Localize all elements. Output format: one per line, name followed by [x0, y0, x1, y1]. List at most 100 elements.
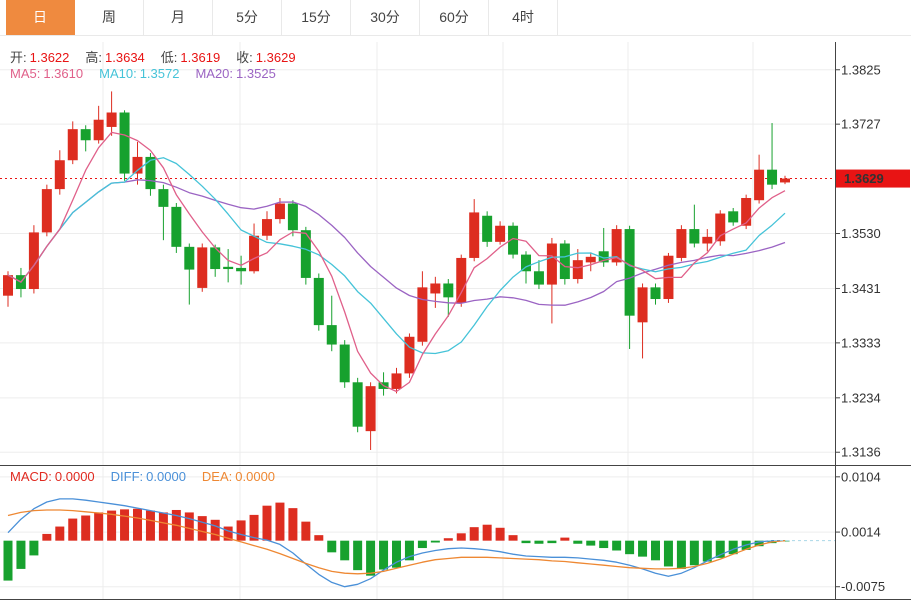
candle-body: [637, 287, 648, 323]
macd-bar: [236, 520, 246, 541]
macd-bar: [314, 535, 324, 541]
macd-bar: [521, 540, 531, 544]
candle-body: [236, 267, 247, 272]
candle-body: [533, 271, 544, 285]
legend-macd-item: MACD: 0.0000: [10, 469, 95, 484]
ohlc-legend: 开: 1.3622 高: 1.3634 低: 1.3619 收: 1.3629: [10, 47, 312, 66]
macd-bar: [702, 540, 712, 562]
macd-bar: [145, 510, 155, 541]
macd-bar: [55, 526, 65, 541]
candle-body: [585, 256, 596, 263]
legend-ma-value: 1.3610: [43, 66, 84, 81]
candle-body: [106, 112, 117, 127]
candle-body: [521, 254, 531, 272]
macd-bar: [495, 527, 505, 541]
macd-bar: [379, 540, 389, 570]
legend-macd-label: DIFF:: [110, 469, 144, 484]
candle-body: [197, 247, 208, 288]
legend-ma-label: MA20:: [195, 66, 234, 81]
legend-ma-value: 1.3572: [139, 66, 180, 81]
candle-body: [702, 236, 713, 244]
tab-30min[interactable]: 30分: [351, 0, 420, 35]
macd-bar: [197, 516, 207, 541]
legend-macd-item: DIFF: 0.0000: [111, 469, 186, 484]
legend-ohlc-label: 收:: [236, 50, 253, 65]
macd-axis-label: 0.0104: [841, 469, 881, 484]
candle-body: [754, 169, 765, 201]
price-axis-label: 1.3234: [841, 390, 881, 405]
legend-macd-value: 0.0000: [146, 469, 186, 484]
tab-60min[interactable]: 60分: [420, 0, 489, 35]
candle-body: [391, 373, 402, 389]
candle-body: [482, 215, 493, 242]
price-axis-label: 1.3727: [841, 117, 881, 132]
candle-body: [611, 229, 622, 263]
macd-bar: [288, 508, 298, 541]
candle-body: [132, 156, 143, 174]
macd-bar: [223, 526, 233, 541]
legend-ohlc-item: 开: 1.3622: [10, 50, 69, 65]
macd-bar: [275, 502, 285, 541]
tab-month[interactable]: 月: [144, 0, 213, 35]
candle-body: [262, 219, 272, 236]
candle-body: [352, 382, 363, 427]
tab-15min[interactable]: 15分: [282, 0, 351, 35]
legend-ohlc-item: 高: 1.3634: [85, 50, 144, 65]
candle-body: [728, 211, 739, 223]
diff-line: [7, 498, 785, 588]
macd-bar: [392, 540, 401, 568]
candle-body: [780, 178, 790, 183]
candle-body: [404, 336, 415, 374]
legend-ohlc-label: 低:: [160, 50, 178, 65]
candle-body: [430, 283, 441, 294]
tab-day[interactable]: 日: [6, 0, 75, 35]
macd-bar: [625, 540, 635, 555]
legend-ma-value: 1.3525: [236, 66, 276, 81]
tab-5min[interactable]: 5分: [213, 0, 282, 35]
tab-week[interactable]: 周: [75, 0, 144, 35]
macd-bar: [417, 540, 427, 549]
macd-bar: [573, 540, 583, 544]
candle-body: [158, 189, 169, 207]
macd-bar: [547, 540, 557, 544]
macd-bar: [366, 540, 376, 576]
candle-body: [365, 386, 376, 432]
macd-bar: [184, 512, 194, 541]
macd-bar: [754, 540, 764, 547]
candle-body: [559, 243, 570, 280]
candle-body: [469, 212, 480, 258]
candle-body: [598, 251, 609, 263]
timeframe-tabbar: 日周月 5分 15分 30分 60分 4时: [0, 0, 911, 36]
candle-body: [313, 277, 324, 326]
candle-body: [624, 229, 635, 316]
macd-bar: [210, 519, 220, 541]
candle-body: [210, 247, 221, 270]
macd-bar: [262, 505, 272, 541]
candle-body: [145, 156, 156, 190]
macd-bar: [482, 524, 492, 541]
candle-body: [287, 203, 298, 231]
candle-body: [54, 160, 65, 190]
macd-bar: [586, 540, 596, 546]
legend-ma-label: MA10:: [99, 66, 137, 81]
macd-bar: [469, 527, 479, 541]
candle-body: [495, 225, 506, 242]
macd-bar: [430, 540, 440, 543]
price-axis-label: 1.3825: [841, 62, 881, 77]
macd-bar: [68, 518, 78, 541]
candle-body: [715, 213, 726, 242]
legend-ohlc-label: 开:: [10, 50, 27, 65]
macd-bar: [120, 509, 130, 541]
macd-bar: [81, 515, 91, 541]
candle-body: [572, 260, 583, 280]
macd-bar: [327, 540, 337, 553]
macd-legend: MACD: 0.0000 DIFF: 0.0000 DEA: 0.0000: [10, 469, 291, 484]
price-axis-label: 1.3333: [841, 335, 881, 350]
macd-bar: [651, 540, 660, 561]
candle-body: [67, 129, 78, 161]
legend-ma-item: MA20: 1.3525: [195, 66, 275, 81]
macd-bar: [94, 512, 104, 541]
macd-bar: [676, 540, 686, 569]
tab-4hour[interactable]: 4时: [489, 0, 558, 35]
